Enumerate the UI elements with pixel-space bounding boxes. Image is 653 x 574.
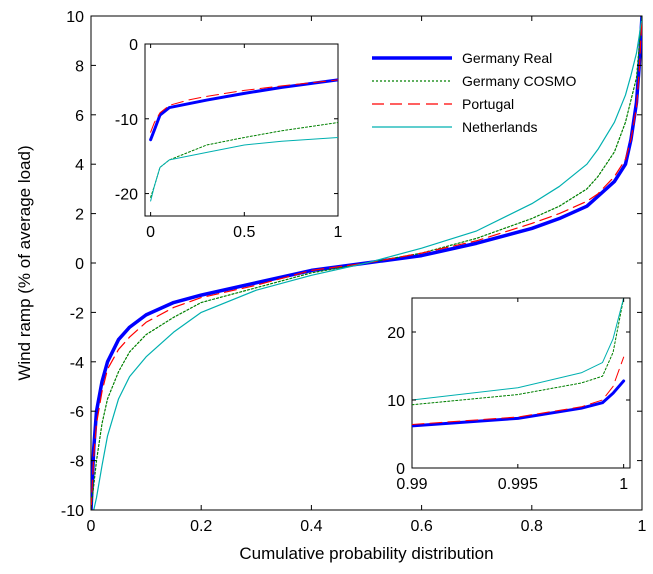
inset-right-x-tick-label: 0.99 [396, 476, 427, 493]
inset-right-series-germany-cosmo [412, 298, 625, 406]
x-axis-label: Cumulative probability distribution [239, 544, 493, 563]
inset-left-x-tick-label: 0.5 [233, 224, 255, 241]
inset-right-x-tick-label: 1 [619, 476, 628, 493]
main-series-group [91, 16, 642, 510]
inset-left-y-axis-ticks: 0 -10 -20 [115, 37, 338, 204]
inset-right-series-group [412, 298, 626, 428]
inset-left-frame [144, 43, 339, 217]
main-x-tick-label: 0.6 [410, 518, 432, 535]
inset-left-series-group [149, 78, 338, 202]
inset-right-y-tick-label: 0 [396, 461, 405, 478]
inset-left-x-tick-label: 0 [146, 224, 155, 241]
inset-left-y-tick-label: 0 [129, 37, 138, 54]
main-y-tick-label: -8 [70, 454, 84, 471]
inset-left-series-netherlands [150, 136, 338, 202]
inset-left-plot: 0 0.5 1 0-10-20 [115, 37, 343, 241]
main-y-tick-label: 2 [75, 207, 84, 224]
main-x-tick-label: 1 [638, 518, 647, 535]
main-y-tick-label: -10 [61, 503, 84, 520]
main-y-tick-label: 4 [75, 157, 84, 174]
inset-right-series-germany-real [412, 379, 626, 428]
main-x-tick-label: 0 [87, 518, 96, 535]
inset-right-series-netherlands [412, 298, 625, 401]
main-y-tick-label: 10 [66, 9, 84, 26]
inset-right-x-axis-ticks: 0.99 0.995 1 [396, 298, 628, 493]
inset-right-y-tick-label: 10 [387, 393, 405, 410]
inset-right-y-tick-label: 20 [387, 325, 405, 342]
inset-right-x-tick-label: 0.995 [498, 476, 538, 493]
legend-label-netherlands: Netherlands [462, 119, 538, 135]
inset-right-plot: 0.99 0.995 1 0 10 20 [387, 297, 631, 493]
main-y-tick-label: -6 [70, 404, 84, 421]
inset-left-series-germany-real [149, 78, 338, 142]
main-y-tick-label: 0 [75, 256, 84, 273]
main-x-tick-label: 0.4 [300, 518, 322, 535]
inset-right-series-portugal [412, 356, 625, 425]
main-y-tick-label: -4 [70, 355, 84, 372]
inset-left-y-tick-label: -20 [115, 187, 138, 204]
main-series-netherlands [91, 16, 642, 510]
inset-right-y-axis-ticks: 0 10 20 [387, 325, 630, 478]
main-y-tick-label: 6 [75, 108, 84, 125]
main-y-tick-label: 8 [75, 58, 84, 75]
legend-label-germany-real: Germany Real [462, 50, 552, 66]
main-y-tick-label: -2 [70, 305, 84, 322]
y-axis-label: Wind ramp (% of average load) [15, 145, 34, 380]
legend: Germany Real Germany COSMO Portugal Neth… [358, 42, 594, 144]
main-x-axis-ticks: 0 0.2 0.4 0.6 0.8 1 [87, 16, 647, 535]
inset-left-y-tick-label: -10 [115, 112, 138, 129]
legend-label-portugal: Portugal [462, 96, 514, 112]
main-x-tick-label: 0.8 [521, 518, 543, 535]
inset-left-x-axis-ticks: 0 0.5 1 [146, 44, 343, 241]
main-x-tick-label: 0.2 [190, 518, 212, 535]
legend-label-germany-cosmo: Germany COSMO [462, 73, 576, 89]
inset-left-series-portugal [150, 79, 338, 133]
inset-left-x-tick-label: 1 [334, 224, 343, 241]
inset-right-frame [411, 297, 631, 469]
